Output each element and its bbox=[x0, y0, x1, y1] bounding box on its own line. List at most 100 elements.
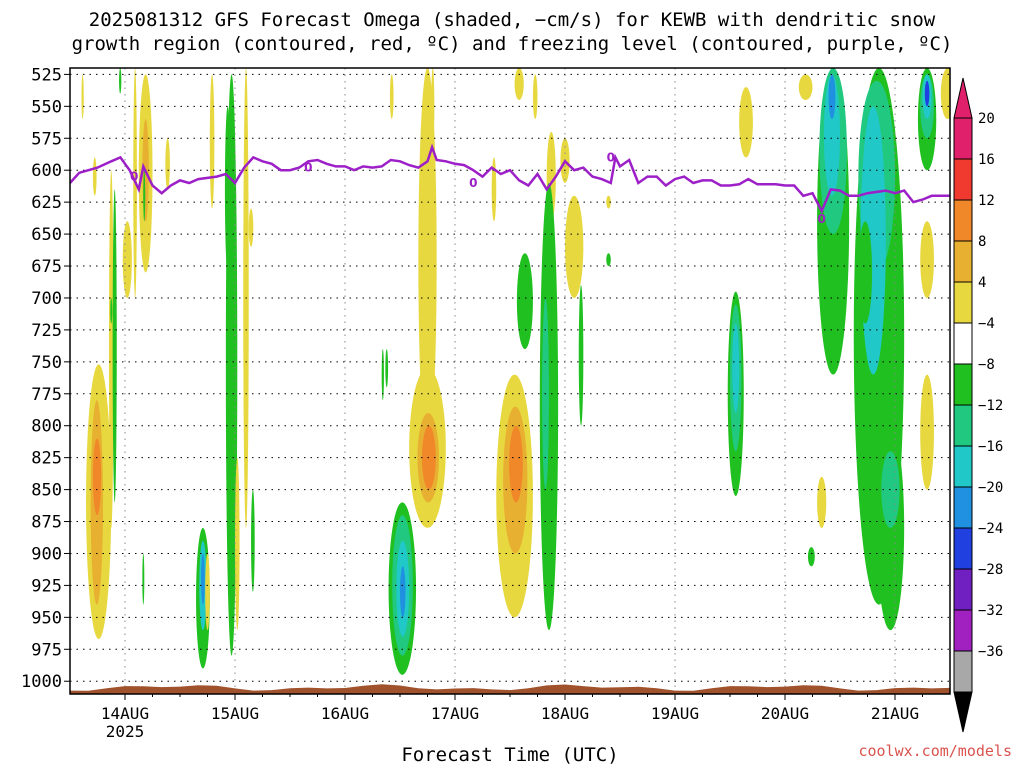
freezing-level-label-0: 0 bbox=[130, 170, 138, 184]
y-tick-label-1000: 1000 bbox=[21, 672, 62, 692]
colorbar-bin-1 bbox=[953, 158, 973, 201]
credit-link[interactable]: coolwx.com/models bbox=[858, 742, 1012, 760]
colorbar-label-8: −16 bbox=[978, 439, 1003, 455]
x-year-label: 2025 bbox=[106, 722, 145, 741]
colorbar-label-2: 12 bbox=[978, 193, 995, 209]
colorbar-label-9: −20 bbox=[978, 480, 1003, 496]
x-tick-label-14AUG: 14AUG bbox=[101, 704, 149, 723]
freezing-level-line bbox=[70, 143, 950, 215]
chart-title: 2025081312 GFS Forecast Omega (shaded, −… bbox=[0, 8, 1024, 56]
freezing-level-label-4: 0 bbox=[817, 212, 825, 226]
x-axis-label: Forecast Time (UTC) bbox=[401, 744, 619, 766]
omega-region-19 bbox=[201, 553, 205, 605]
colorbar-bin-0 bbox=[953, 117, 973, 160]
colorbar-label-11: −28 bbox=[978, 562, 1003, 578]
omega-region-13 bbox=[143, 170, 146, 222]
colorbar-label-4: 4 bbox=[978, 275, 986, 291]
colorbar-label-3: 8 bbox=[978, 234, 986, 250]
y-tick-label-725: 725 bbox=[31, 321, 62, 341]
omega-region-48 bbox=[516, 253, 533, 350]
omega-region-75 bbox=[924, 80, 930, 107]
y-tick-label-600: 600 bbox=[31, 161, 62, 181]
omega-region-64 bbox=[807, 547, 815, 567]
omega-region-26 bbox=[248, 208, 254, 247]
freezing-level-label-3: 0 bbox=[607, 150, 615, 164]
colorbar-label-10: −24 bbox=[978, 521, 1003, 537]
y-tick-label-650: 650 bbox=[31, 225, 62, 245]
colorbar-bin-12 bbox=[953, 609, 973, 652]
colorbar-label-13: −36 bbox=[978, 644, 1003, 660]
chart-title-line-2: growth region (contoured, red, ºC) and f… bbox=[71, 33, 953, 55]
x-tick-label-16AUG: 16AUG bbox=[321, 704, 369, 723]
y-tick-label-575: 575 bbox=[31, 129, 62, 149]
omega-region-4 bbox=[122, 221, 132, 298]
colorbar-label-6: −8 bbox=[978, 357, 995, 373]
colorbar-bin-9 bbox=[953, 486, 973, 529]
omega-region-63 bbox=[828, 74, 836, 120]
omega-region-20 bbox=[205, 553, 210, 631]
colorbar-label-7: −12 bbox=[978, 398, 1003, 414]
colorbar-bin-3 bbox=[953, 240, 973, 283]
terrain-strip bbox=[70, 684, 950, 694]
x-tick-label-21AUG: 21AUG bbox=[871, 704, 919, 723]
y-tick-label-525: 525 bbox=[31, 65, 62, 85]
omega-region-39 bbox=[381, 349, 384, 401]
grid-lines bbox=[70, 68, 950, 694]
omega-region-77 bbox=[920, 221, 934, 298]
colorbar-bin-2 bbox=[953, 199, 973, 242]
colorbar-bin-4 bbox=[953, 281, 973, 324]
omega-region-78 bbox=[920, 374, 934, 490]
omega-region-15 bbox=[110, 297, 113, 324]
omega-region-55 bbox=[739, 87, 753, 158]
x-tick-label-20AUG: 20AUG bbox=[761, 704, 809, 723]
y-tick-label-775: 775 bbox=[31, 385, 62, 405]
colorbar-bin-8 bbox=[953, 445, 973, 488]
y-tick-label-900: 900 bbox=[31, 544, 62, 564]
y-axis-ticks: 525 550 575 600 625 650 675 700 725 750 775 800 825 8… bbox=[21, 65, 70, 692]
x-tick-label-19AUG: 19AUG bbox=[651, 704, 699, 723]
colorbar-bin-5 bbox=[953, 322, 973, 365]
y-tick-label-800: 800 bbox=[31, 417, 62, 437]
x-axis-ticks: 14AUG 15AUG 16AUG 17AUG 18AUG 19AUG 20AUG 21AUG… bbox=[101, 694, 923, 741]
omega-region-8 bbox=[119, 68, 122, 94]
freezing-level-label-2: 0 bbox=[469, 176, 477, 190]
freezing-level-label-1: 0 bbox=[304, 161, 312, 175]
y-tick-label-675: 675 bbox=[31, 257, 62, 277]
colorbar-label-5: −4 bbox=[978, 316, 995, 332]
omega-shading bbox=[81, 68, 950, 675]
colorbar-bin-13 bbox=[953, 650, 973, 693]
x-tick-label-18AUG: 18AUG bbox=[541, 704, 589, 723]
omega-region-23 bbox=[209, 74, 215, 209]
omega-region-41 bbox=[532, 74, 538, 120]
omega-region-47 bbox=[491, 157, 497, 222]
colorbar-bottom-arrow bbox=[953, 691, 973, 733]
omega-region-25 bbox=[251, 489, 255, 592]
colorbar-bin-10 bbox=[953, 527, 973, 570]
omega-region-58 bbox=[732, 323, 740, 413]
omega-region-40 bbox=[514, 68, 524, 100]
omega-region-37 bbox=[400, 566, 406, 618]
colorbar: 20 16 12 8 4 −4 −8 −12 −16 −20 −24 −28 −32 −36 bbox=[953, 77, 1003, 733]
omega-region-30 bbox=[431, 68, 435, 145]
colorbar-label-0: 20 bbox=[978, 111, 995, 127]
omega-region-49 bbox=[539, 182, 559, 631]
y-tick-label-850: 850 bbox=[31, 481, 62, 501]
omega-region-7 bbox=[81, 74, 84, 120]
y-tick-label-875: 875 bbox=[31, 513, 62, 533]
y-tick-label-625: 625 bbox=[31, 193, 62, 213]
omega-region-52 bbox=[578, 285, 584, 426]
omega-region-5 bbox=[108, 170, 114, 528]
omega-region-27 bbox=[235, 457, 240, 631]
colorbar-bin-7 bbox=[953, 404, 973, 447]
omega-region-14 bbox=[92, 157, 97, 196]
omega-region-54 bbox=[606, 253, 611, 267]
omega-region-76 bbox=[940, 68, 950, 120]
y-tick-label-700: 700 bbox=[31, 289, 62, 309]
omega-region-53 bbox=[606, 195, 611, 209]
omega-region-69 bbox=[858, 221, 873, 324]
omega-region-51 bbox=[565, 195, 584, 298]
x-tick-label-17AUG: 17AUG bbox=[431, 704, 479, 723]
chart-title-line-1: 2025081312 GFS Forecast Omega (shaded, −… bbox=[88, 9, 936, 31]
y-tick-label-750: 750 bbox=[31, 353, 62, 373]
